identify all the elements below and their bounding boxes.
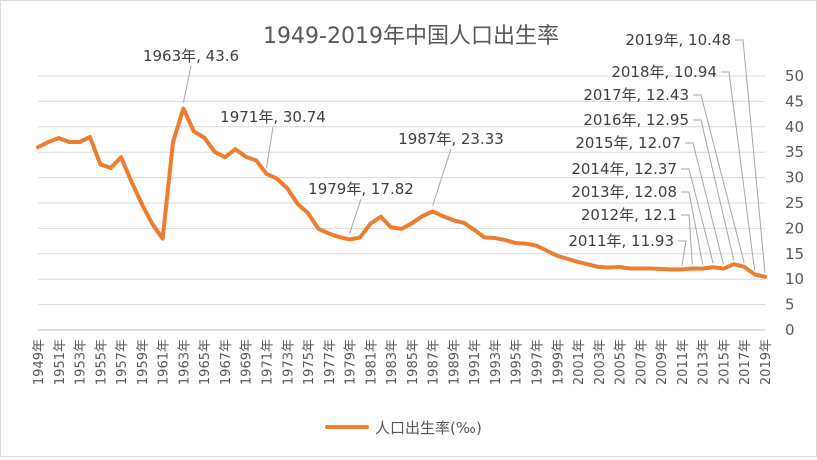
x-tick-label: 1973年 xyxy=(281,339,296,385)
x-tick-label: 1957年 xyxy=(115,339,130,385)
y-tick-label: 5 xyxy=(785,296,795,314)
x-tick-label: 1949年 xyxy=(32,339,47,385)
data-label-leader-line xyxy=(685,142,724,265)
data-label-leader-line xyxy=(182,65,192,103)
x-tick-label: 1993年 xyxy=(489,339,504,385)
data-label-leader-line xyxy=(681,168,714,264)
data-label: 2016年, 12.95 xyxy=(583,111,689,129)
data-label-leader-line xyxy=(681,214,693,265)
x-tick-label: 1967年 xyxy=(219,339,234,385)
y-tick-label: 15 xyxy=(785,245,804,263)
x-tick-label: 1987年 xyxy=(427,339,442,385)
x-tick-label: 1977年 xyxy=(323,339,338,385)
x-tick-label: 1971年 xyxy=(260,339,275,385)
data-label: 2011年, 11.93 xyxy=(568,232,674,250)
x-tick-label: 2011年 xyxy=(676,339,691,385)
legend: 人口出生率(‰) xyxy=(325,419,482,437)
data-label: 2013年, 12.08 xyxy=(571,183,677,201)
x-tick-label: 1963年 xyxy=(177,339,192,385)
y-tick-label: 25 xyxy=(785,194,804,212)
x-tick-label: 1975年 xyxy=(302,339,317,385)
chart-title: 1949-2019年中国人口出生率 xyxy=(263,24,559,49)
x-tick-label: 1997年 xyxy=(531,339,546,385)
data-label-leader-line xyxy=(349,198,362,234)
x-tick-label: 1961年 xyxy=(157,339,172,385)
x-tick-label: 1985年 xyxy=(406,339,421,385)
data-label: 2014年, 12.37 xyxy=(571,160,677,178)
x-tick-label: 2013年 xyxy=(697,339,712,385)
data-label-leader-line xyxy=(693,119,735,261)
data-label: 1979年, 17.82 xyxy=(308,180,414,198)
x-tick-label: 2003年 xyxy=(593,339,608,385)
x-tick-label: 2019年 xyxy=(759,339,774,385)
data-label: 1987年, 23.33 xyxy=(398,130,504,148)
y-tick-label: 20 xyxy=(785,219,804,237)
x-tick-label: 1981年 xyxy=(364,339,379,385)
y-axis-tick-labels: 0 5 10 15 20 25 30 35 40 45 50 xyxy=(785,67,804,339)
x-tick-label: 2005年 xyxy=(614,339,629,385)
x-tick-label: 2009年 xyxy=(655,339,670,385)
x-tick-label: 2015年 xyxy=(717,339,732,385)
x-tick-label: 1953年 xyxy=(74,339,89,385)
y-tick-label: 50 xyxy=(785,67,804,85)
y-tick-label: 30 xyxy=(785,169,804,187)
x-tick-label: 1999年 xyxy=(551,339,566,385)
data-label: 1971年, 30.74 xyxy=(220,108,326,126)
y-tick-label: 0 xyxy=(785,321,795,339)
x-tick-label: 1991年 xyxy=(468,339,483,385)
x-tick-label: 1959年 xyxy=(136,339,151,385)
x-tick-label: 1983年 xyxy=(385,339,400,385)
data-label: 1963年, 43.6 xyxy=(143,47,239,65)
annotation-leader-lines xyxy=(182,39,766,273)
series-line xyxy=(36,106,767,279)
data-label: 2019年, 10.48 xyxy=(625,31,731,49)
data-label-leader-line xyxy=(681,191,704,265)
y-tick-label: 40 xyxy=(785,118,804,136)
data-label: 2015年, 12.07 xyxy=(575,134,681,152)
grid-lines xyxy=(38,75,765,306)
series-group xyxy=(36,106,767,279)
x-tick-label: 1979年 xyxy=(344,339,359,385)
x-tick-label: 1969年 xyxy=(240,339,255,385)
x-tick-label: 2017年 xyxy=(738,339,753,385)
y-tick-label: 45 xyxy=(785,92,804,110)
x-tick-label: 1995年 xyxy=(510,339,525,385)
data-label-leader-line xyxy=(266,126,274,168)
x-tick-label: 1955年 xyxy=(94,339,109,385)
y-tick-label: 10 xyxy=(785,270,804,288)
x-tick-label: 1951年 xyxy=(53,339,68,385)
data-label-leader-line xyxy=(432,148,452,206)
x-tick-label: 2007年 xyxy=(634,339,649,385)
data-label-leader-line xyxy=(678,240,687,266)
data-label-leader-line xyxy=(693,94,745,264)
legend-label: 人口出生率(‰) xyxy=(375,419,482,437)
x-tick-label: 1989年 xyxy=(447,339,462,385)
x-tick-label: 2001年 xyxy=(572,339,587,385)
x-axis-tick-labels: 1949年 1951年 1953年 1955年 1957年 1959年 1961年 1963年… xyxy=(32,339,774,385)
y-tick-label: 35 xyxy=(785,143,804,161)
data-label: 2018年, 10.94 xyxy=(611,63,717,81)
x-tick-label: 1965年 xyxy=(198,339,213,385)
data-label-leader-line xyxy=(721,71,756,271)
data-label-leader-line xyxy=(735,39,766,273)
data-label-group: 1963年, 43.6 1971年, 30.74 1979年, 17.82 1987年… xyxy=(143,31,731,250)
data-label: 2017年, 12.43 xyxy=(583,86,689,104)
data-label: 2012年, 12.1 xyxy=(581,206,677,224)
